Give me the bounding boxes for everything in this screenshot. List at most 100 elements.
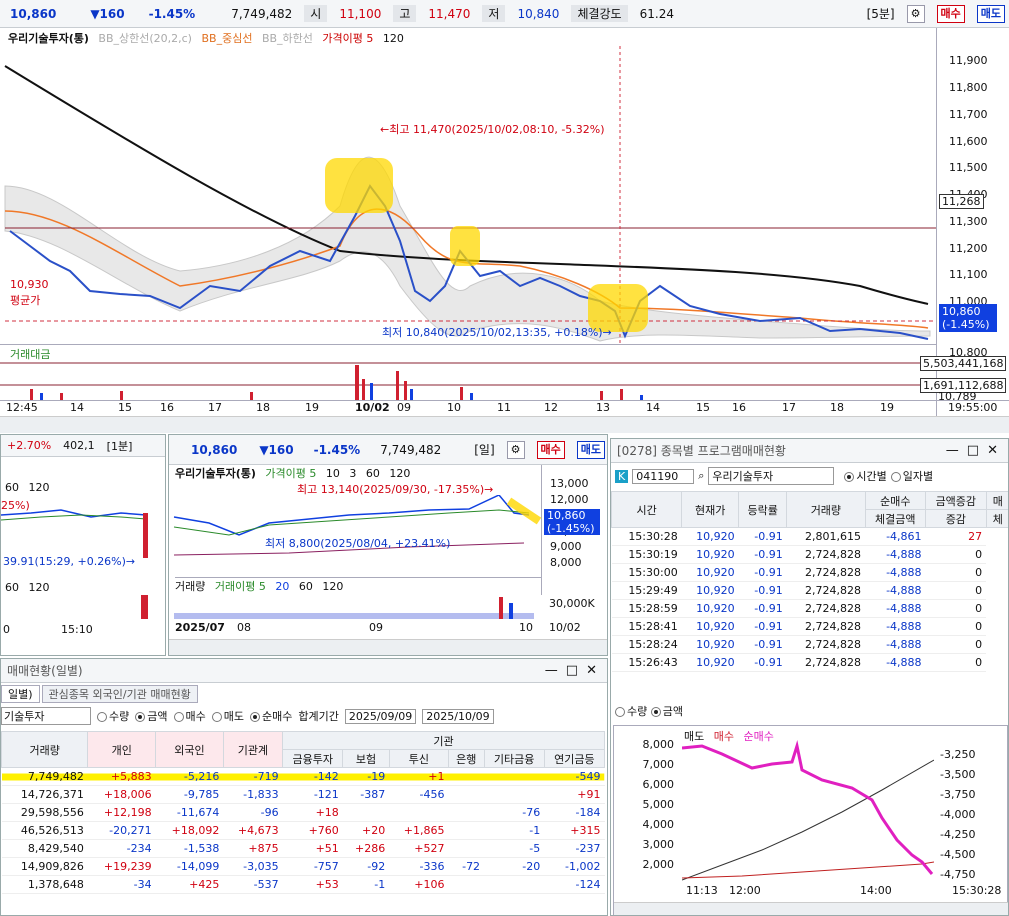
close-icon[interactable]: ✕ — [987, 443, 998, 458]
radio-amount[interactable]: 금액 — [135, 708, 168, 724]
table-cell: 1,378,648 — [1, 875, 88, 894]
table-row[interactable]: 15:30:19 10,920 -0.91 2,724,828 -4,888 0 — [611, 545, 1009, 564]
table-row[interactable]: 15:30:28 10,920 -0.91 2,801,615 -4,861 27 — [611, 527, 1009, 546]
daily-buy-button[interactable]: 매수 — [536, 440, 565, 459]
label: 매수 — [185, 710, 206, 723]
interval-select[interactable]: [5분] — [866, 7, 895, 21]
daily-tag-pct: (-1.45%) — [547, 522, 595, 535]
minimize-icon[interactable]: — — [544, 663, 558, 678]
table-row[interactable]: 29,598,556 +12,198 -11,674 -96 +18 -76 -184 — [1, 803, 605, 822]
daily-legend-c: 60 — [365, 467, 380, 480]
mini-volume-bar — [141, 595, 148, 619]
mini-interval[interactable]: [1분] — [106, 439, 133, 453]
volume-tag-2: 1,691,112,688 — [920, 378, 1007, 393]
daily-interval[interactable]: [일] — [474, 443, 495, 457]
radio-time[interactable]: 시간별 — [844, 468, 887, 484]
table-cell: -4,888 — [865, 545, 926, 564]
table-cell: +51 — [282, 839, 343, 858]
mini-vol-a: 60 — [5, 581, 19, 594]
low-value: 10,840 — [517, 6, 560, 21]
table-row[interactable]: 1,378,648 -34 +425 -537 +53 -1 +106 -124 — [1, 875, 605, 894]
gear-icon[interactable]: ⚙ — [906, 4, 925, 23]
minimize-icon[interactable]: — — [945, 443, 959, 458]
table-row[interactable]: 14,909,826 +19,239 -14,099 -3,035 -757 -92 -33… — [1, 857, 605, 876]
table-row[interactable]: 14,726,371 +18,006 -9,785 -1,833 -121 -387 -45… — [1, 785, 605, 804]
avg-price-label: 평균가 — [10, 294, 41, 307]
radio-buy[interactable]: 매수 — [173, 708, 206, 724]
table-cell: 8,429,540 — [1, 839, 88, 858]
code-input[interactable]: 041190 — [632, 468, 695, 484]
investor-window-controls[interactable]: — □ ✕ — [541, 663, 601, 678]
table-cell: -757 — [282, 857, 343, 876]
mini-xtick: 15:10 — [61, 623, 93, 636]
date-from[interactable]: 2025/09/09 — [344, 708, 417, 724]
radio-qty[interactable]: 수량 — [615, 705, 647, 718]
k-icon[interactable]: K — [615, 469, 629, 483]
table-row[interactable]: 15:30:00 10,920 -0.91 2,724,828 -4,888 0 — [611, 563, 1009, 582]
radio-date[interactable]: 일자별 — [890, 468, 933, 484]
radio-net[interactable]: 순매수 — [250, 708, 292, 724]
col: 보험 — [342, 749, 390, 768]
daily-chart-panel[interactable]: 10,860 ▼160 -1.45% 7,749,482 [일] ⚙ 매수 매도… — [168, 434, 608, 656]
ytick: 11,900 — [949, 54, 988, 67]
daily-scrollbar[interactable] — [169, 639, 607, 655]
close-icon[interactable]: ✕ — [586, 663, 597, 678]
table-row[interactable]: 15:28:24 10,920 -0.91 2,724,828 -4,888 0 — [611, 635, 1009, 654]
table-row[interactable]: 7,749,482 +5,883 -5,216 -719 -142 -19 +1 -549 — [1, 767, 605, 786]
sell-button[interactable]: 매도 — [976, 4, 1005, 23]
tab-daily[interactable]: 일별) — [1, 685, 40, 703]
buy-button[interactable]: 매수 — [936, 4, 965, 23]
program-trading-panel[interactable]: [0278] 종목별 프로그램매매현황 — □ ✕ K 041190 ⌕ 우리기술투… — [610, 438, 1009, 916]
change-percent: -1.45% — [148, 6, 196, 21]
table-row[interactable]: 46,526,513 -20,271 +18,092 +4,673 +760 +20 +1,… — [1, 821, 605, 840]
table-row[interactable]: 15:28:59 10,920 -0.91 2,724,828 -4,888 0 — [611, 599, 1009, 618]
radio-qty[interactable]: 수량 — [97, 708, 129, 724]
table-cell: -72 — [448, 857, 485, 876]
program-scrollbar[interactable] — [614, 902, 1008, 915]
vol-legend-e: 120 — [322, 580, 344, 593]
radio-sell[interactable]: 매도 — [211, 708, 244, 724]
program-table: 시간 현재가 등락률 거래량 순매수 금액증감 매 체결금액 증감 체 15:3… — [611, 491, 1009, 672]
ytick: 11,200 — [949, 242, 988, 255]
date-to[interactable]: 2025/10/09 — [422, 708, 494, 724]
chart-scrollbar[interactable] — [0, 416, 1009, 433]
name-input[interactable]: 우리기술투자 — [708, 467, 835, 485]
table-cell: -1 — [484, 821, 545, 840]
left-mini-chart[interactable]: +2.70% 402,1 [1분] 60 120 25%) 39.91(15:2… — [0, 434, 166, 656]
ytick: 4,000 — [642, 818, 675, 831]
maximize-icon[interactable]: □ — [966, 443, 980, 458]
gear-icon[interactable]: ⚙ — [506, 440, 525, 459]
table-row[interactable]: 15:26:43 10,920 -0.91 2,724,828 -4,888 0 — [611, 653, 1009, 672]
table-cell: -4,888 — [865, 635, 926, 654]
xtick-last: 19:55:00 — [948, 401, 998, 414]
label: 순매수 — [262, 710, 293, 723]
table-cell: 14,909,826 — [1, 857, 88, 876]
window-controls[interactable]: — □ ✕ — [942, 443, 1002, 458]
ytick: 5,000 — [642, 798, 675, 811]
table-cell: -4,888 — [865, 617, 926, 636]
investor-panel[interactable]: 매매현황(일별) — □ ✕ 일별) 관심종목 외국인/기관 매매현황 기술투자 수… — [0, 658, 608, 916]
table-cell: 29,598,556 — [1, 803, 88, 822]
main-chart-panel[interactable]: 우리기술투자(통) BB_상한선(20,2,c) BB_중심선 BB_하한선 가… — [0, 28, 1009, 433]
table-cell: -387 — [342, 785, 390, 804]
daily-sell-button[interactable]: 매도 — [576, 440, 605, 459]
table-row[interactable]: 15:29:49 10,920 -0.91 2,724,828 -4,888 0 — [611, 581, 1009, 600]
col: 투신 — [388, 749, 450, 768]
legend-bb-upper: BB_상한선(20,2,c) — [98, 32, 192, 45]
tab-interest[interactable]: 관심종목 외국인/기관 매매현황 — [41, 685, 198, 703]
radio-time-label: 시간별 — [856, 470, 887, 483]
table-cell: 0 — [925, 545, 987, 564]
table-cell: 7,749,482 — [1, 767, 88, 786]
table-cell: 2,724,828 — [786, 653, 866, 672]
table-row[interactable]: 15:28:41 10,920 -0.91 2,724,828 -4,888 0 — [611, 617, 1009, 636]
col-volume: 거래량 — [786, 491, 866, 528]
maximize-icon[interactable]: □ — [565, 663, 579, 678]
select-amount-change[interactable]: 금액증감 — [925, 491, 987, 510]
vol-legend-a: 거래량 — [175, 580, 206, 593]
table-cell: +18 — [282, 803, 343, 822]
strength-value: 61.24 — [639, 6, 674, 21]
investor-stock-input[interactable]: 기술투자 — [1, 707, 91, 725]
radio-amt[interactable]: 금액 — [650, 705, 683, 718]
table-row[interactable]: 8,429,540 -234 -1,538 +875 +51 +286 +527 -5 -237 — [1, 839, 605, 858]
search-icon[interactable]: ⌕ — [698, 469, 705, 482]
